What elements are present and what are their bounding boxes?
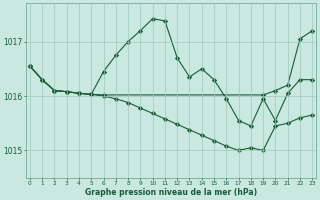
X-axis label: Graphe pression niveau de la mer (hPa): Graphe pression niveau de la mer (hPa): [85, 188, 257, 197]
